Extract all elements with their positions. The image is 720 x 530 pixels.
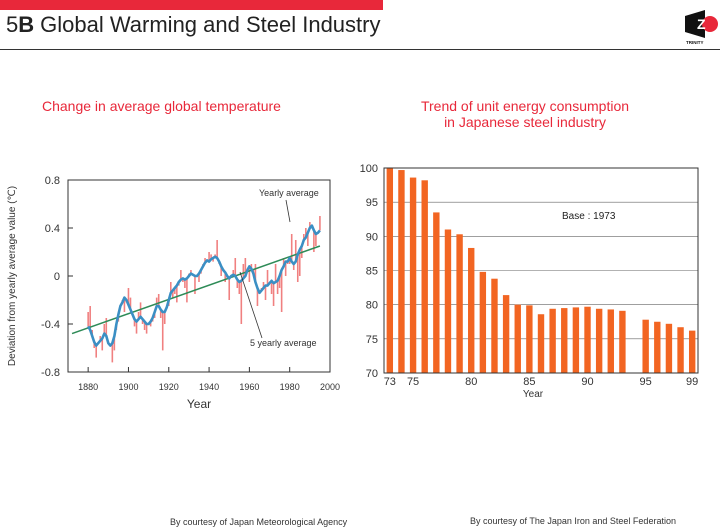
energy-bar xyxy=(386,168,394,373)
energy-bar xyxy=(456,234,463,373)
energy-bar xyxy=(514,304,521,373)
energy-bar xyxy=(665,323,673,373)
energy-base-annotation: Base : 1973 xyxy=(562,211,616,222)
temp-y-tick-label: 0 xyxy=(54,271,60,283)
right-chart-title: Trend of unit energy consumption in Japa… xyxy=(390,98,660,130)
header-accent-bar xyxy=(0,0,383,10)
slide-title-text: Global Warming and Steel Industry xyxy=(40,12,381,37)
temp-y-tick-label: -0.4 xyxy=(41,319,60,331)
temp-x-tick-label: 1920 xyxy=(159,382,179,392)
energy-y-tick-label: 100 xyxy=(360,163,378,175)
energy-bar xyxy=(444,229,452,373)
temp-x-tick-label: 1880 xyxy=(78,382,98,392)
energy-bar xyxy=(502,295,510,373)
energy-x-tick-label: 95 xyxy=(640,376,652,388)
temp-y-tick-label: 0.8 xyxy=(45,175,60,187)
energy-bar xyxy=(491,278,498,373)
energy-bar xyxy=(421,180,428,373)
energy-bar xyxy=(549,308,556,373)
temp-x-tick-label: 1940 xyxy=(199,382,219,392)
energy-y-tick-label: 70 xyxy=(366,368,378,380)
energy-bar xyxy=(584,306,591,373)
energy-bar xyxy=(561,308,568,373)
energy-bar xyxy=(433,212,440,373)
energy-bar xyxy=(409,177,417,373)
temp-x-axis-label: Year xyxy=(187,397,211,411)
energy-bar xyxy=(479,271,487,373)
annotation-yearly-average: Yearly average xyxy=(259,188,319,198)
temp-y-axis-label: Deviation from yearly average value (℃) xyxy=(7,186,18,366)
energy-x-tick-label: 99 xyxy=(686,376,698,388)
temp-x-tick-label: 1960 xyxy=(239,382,259,392)
energy-y-tick-label: 90 xyxy=(366,231,378,243)
five-yearly-average-line xyxy=(87,224,321,347)
energy-plot-frame xyxy=(383,167,699,374)
temp-x-tick-label: 1980 xyxy=(280,382,300,392)
energy-bar xyxy=(595,308,603,373)
energy-bar xyxy=(398,170,405,373)
slide-letter: B xyxy=(18,12,35,37)
energy-bar xyxy=(468,247,475,373)
energy-bar xyxy=(526,305,533,373)
slide-number: 5 xyxy=(6,12,19,37)
right-chart-title-line-2: in Japanese steel industry xyxy=(444,114,606,130)
left-chart-title: Change in average global temperature xyxy=(42,98,281,114)
trend-line xyxy=(71,245,321,335)
energy-x-tick-label: 80 xyxy=(465,376,477,388)
temp-y-tick-label: -0.8 xyxy=(41,367,60,379)
svg-text:Z: Z xyxy=(697,16,706,32)
energy-bar xyxy=(642,319,649,373)
energy-x-axis-label: Year xyxy=(523,389,544,400)
annotation-five-yearly-pointer xyxy=(239,271,263,339)
energy-bar xyxy=(688,330,696,373)
slide-title: 5B Global Warming and Steel Industry xyxy=(6,12,381,38)
header-divider xyxy=(0,49,720,50)
annotation-five-yearly-average: 5 yearly average xyxy=(250,338,317,348)
energy-bar xyxy=(654,321,661,373)
energy-bar xyxy=(607,309,614,373)
energy-bar xyxy=(572,307,580,373)
energy-bar xyxy=(619,310,626,373)
energy-y-tick-label: 75 xyxy=(366,334,378,346)
temp-y-tick-label: 0.4 xyxy=(45,223,60,235)
energy-x-tick-label: 90 xyxy=(581,376,593,388)
energy-y-tick-label: 85 xyxy=(366,266,378,278)
right-chart-title-line-1: Trend of unit energy consumption xyxy=(420,98,630,114)
credit-right: By courtesy of The Japan Iron and Steel … xyxy=(470,516,676,526)
energy-y-tick-label: 95 xyxy=(366,197,378,209)
trinity-logo: Z TRINITY xyxy=(685,10,718,45)
credit-left: By courtesy of Japan Meteorological Agen… xyxy=(170,517,348,527)
energy-x-tick-label: 75 xyxy=(407,376,419,388)
temp-x-tick-label: 2000 xyxy=(320,382,340,392)
annotation-yearly-pointer xyxy=(285,199,291,223)
logo-wordmark: TRINITY xyxy=(686,40,704,45)
energy-x-tick-label: 73 xyxy=(384,376,396,388)
energy-y-tick-label: 80 xyxy=(366,300,378,312)
temp-x-tick-label: 1900 xyxy=(118,382,138,392)
energy-bar xyxy=(537,314,545,373)
energy-x-tick-label: 85 xyxy=(523,376,535,388)
energy-bar xyxy=(677,327,684,373)
